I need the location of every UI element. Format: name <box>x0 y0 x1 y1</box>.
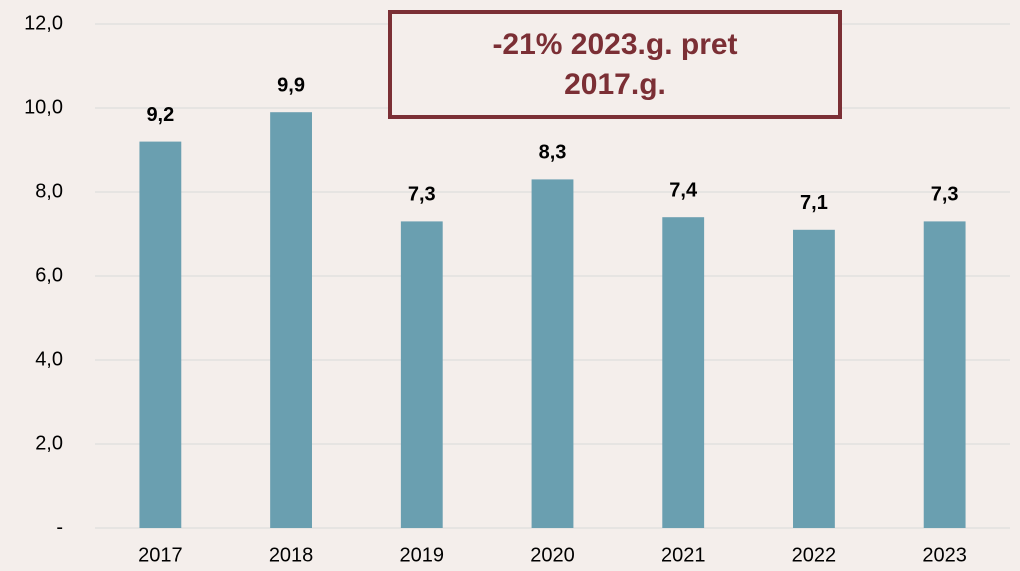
data-label: 9,2 <box>146 104 174 126</box>
bar <box>139 141 182 528</box>
bar <box>270 112 312 528</box>
y-tick-label: 4,0 <box>35 348 63 370</box>
x-tick-label: 2023 <box>922 544 967 566</box>
annotation: 2017.g. <box>564 68 666 101</box>
x-tick-label: 2022 <box>792 544 837 566</box>
data-label: 8,3 <box>539 142 567 164</box>
x-tick-label: 2017 <box>138 544 183 566</box>
data-label: 7,3 <box>408 184 436 206</box>
data-label: 7,4 <box>669 179 698 201</box>
data-label: 7,3 <box>931 184 959 206</box>
x-tick-label: 2020 <box>530 544 575 566</box>
y-tick-label: - <box>56 516 63 538</box>
y-tick-label: 2,0 <box>35 432 63 454</box>
x-tick-label: 2018 <box>269 544 314 566</box>
x-tick-label: 2021 <box>661 544 706 566</box>
y-tick-label: 12,0 <box>24 12 63 34</box>
y-tick-label: 10,0 <box>24 96 63 118</box>
bar <box>531 179 574 528</box>
annotation-box <box>388 10 842 119</box>
bar <box>923 221 966 528</box>
y-tick-label: 6,0 <box>35 264 63 286</box>
bar <box>793 229 835 529</box>
annotation: -21% 2023.g. pret <box>492 28 737 61</box>
data-label: 7,1 <box>800 192 828 214</box>
bar <box>662 217 705 528</box>
x-tick-label: 2019 <box>400 544 445 566</box>
bar <box>400 221 443 528</box>
y-tick-label: 8,0 <box>35 180 63 202</box>
data-label: 9,9 <box>277 74 305 96</box>
